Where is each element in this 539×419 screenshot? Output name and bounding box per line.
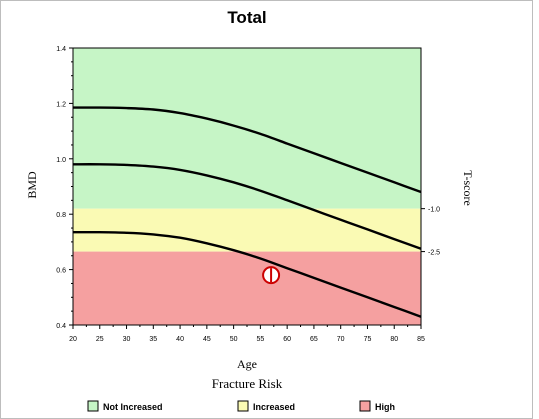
reference-curve (72, 106, 422, 194)
y-tick-label: 1.2 (56, 101, 66, 108)
x-tick-label: 60 (283, 336, 291, 343)
patient-marker (262, 266, 281, 285)
x-tick-label: 65 (310, 336, 318, 343)
t-score-tick-label: -2.5 (428, 250, 440, 257)
x-tick-label: 55 (256, 336, 264, 343)
x-tick-label: 25 (96, 336, 104, 343)
legend-label-not-increased: Not Increased (103, 402, 163, 412)
legend-item-high: High (359, 400, 395, 412)
x-axis-label: Age (237, 357, 257, 371)
x-tick-label: 35 (149, 336, 157, 343)
legend-swatch-not-increased (87, 400, 99, 412)
reference-curves (72, 106, 422, 318)
y-tick-label: 0.8 (56, 212, 66, 219)
legend-label-increased: Increased (253, 402, 295, 412)
x-tick-label: 40 (176, 336, 184, 343)
x-tick-label: 30 (123, 336, 131, 343)
zone-high (73, 251, 421, 325)
x-tick-label: 80 (390, 336, 398, 343)
x-tick-label: 20 (69, 336, 77, 343)
y-tick-label: 0.6 (56, 268, 66, 275)
legend-label-high: High (375, 402, 395, 412)
x-tick-label: 70 (337, 336, 345, 343)
t-score-ticks: -1.0 -2.5 (421, 207, 440, 257)
x-tick-label: 85 (417, 336, 425, 343)
x-axis-ticks: 20 25 30 35 40 45 50 55 60 65 70 75 80 85 (69, 325, 425, 343)
risk-zones (73, 48, 421, 325)
patient-markers (262, 266, 281, 285)
legend-item-not-increased: Not Increased (87, 400, 163, 412)
legend-swatch-increased (237, 400, 249, 412)
chart-title: Total (227, 8, 266, 27)
legend: Not Increased Increased High (87, 400, 395, 412)
legend-title: Fracture Risk (212, 376, 283, 391)
t-score-axis-label: T-score (461, 170, 475, 206)
y-tick-label: 1.4 (56, 46, 66, 53)
y-axis-ticks: 0.4 0.6 0.8 1.0 1.2 1.4 (56, 46, 73, 330)
x-tick-label: 45 (203, 336, 211, 343)
x-tick-label: 50 (230, 336, 238, 343)
reference-curve (72, 230, 422, 318)
y-axis-label: BMD (25, 171, 39, 199)
x-tick-label: 75 (364, 336, 372, 343)
t-score-tick-label: -1.0 (428, 207, 440, 214)
reference-curve (72, 163, 422, 250)
legend-item-increased: Increased (237, 400, 295, 412)
y-tick-label: 1.0 (56, 157, 66, 164)
y-tick-label: 0.4 (56, 323, 66, 330)
zone-increased (73, 208, 421, 252)
legend-swatch-high (359, 400, 371, 412)
